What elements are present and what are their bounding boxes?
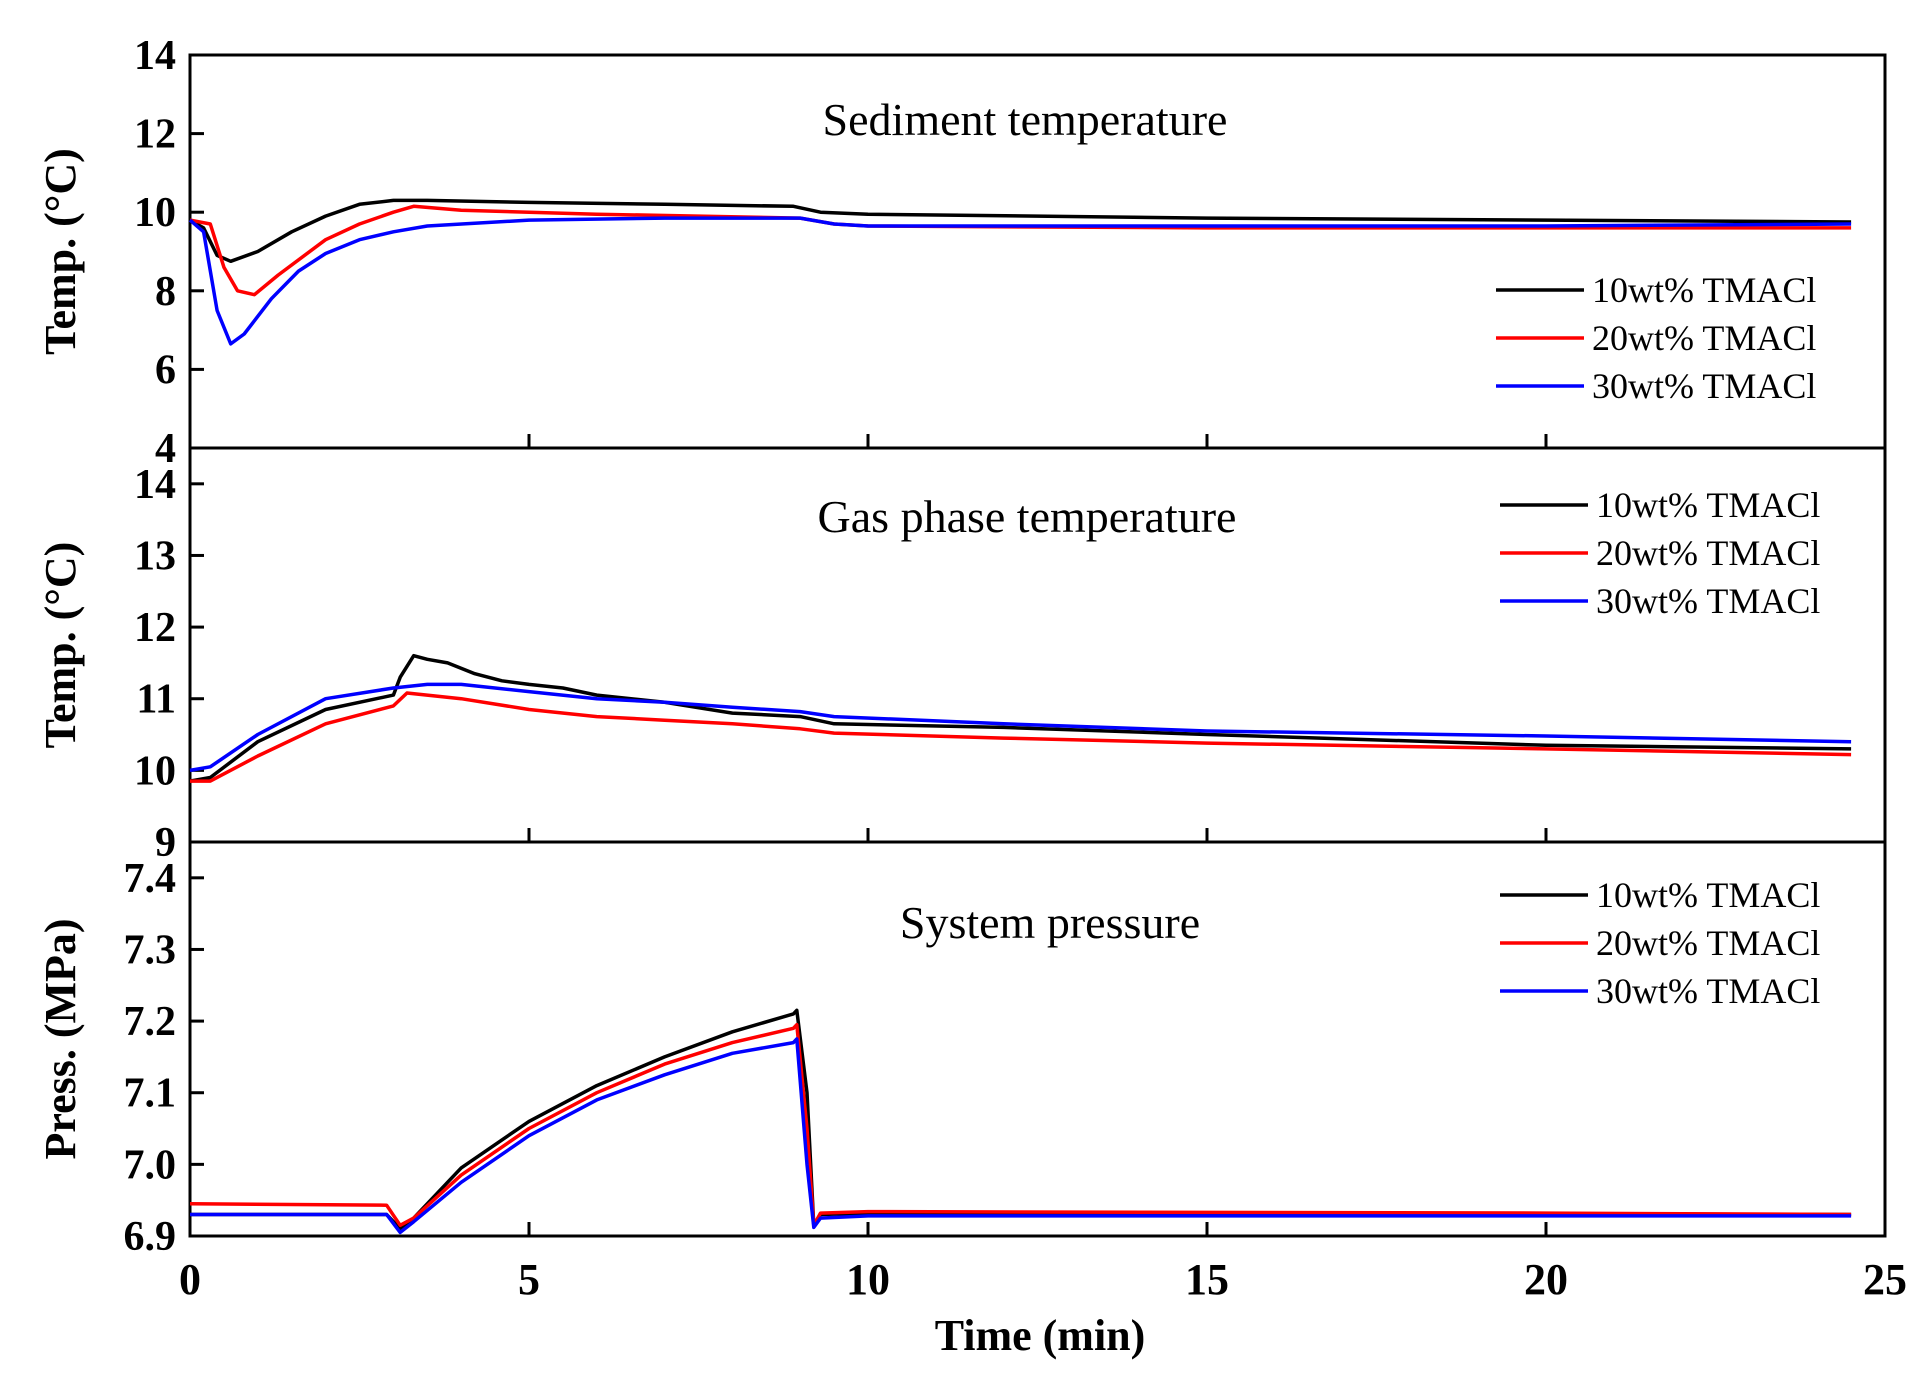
panel-3: 6.9 7.0 7.1 7.2 7.3 7.4 Press. (MPa) System pre… <box>36 840 1887 1260</box>
y-tick-label: 12 <box>134 605 176 651</box>
y-tick-label: 7.3 <box>124 927 177 973</box>
panel-title: System pressure <box>900 897 1200 948</box>
legend-label: 20wt% TMACl <box>1592 318 1816 358</box>
series-line-3 <box>188 216 1852 346</box>
y-tick-label: 4 <box>155 426 176 472</box>
x-tick-label: 10 <box>846 1255 890 1304</box>
y-tick-label: 8 <box>155 269 176 315</box>
x-tick-label: 5 <box>518 1255 540 1304</box>
x-axis-title: Time (min) <box>935 1311 1146 1360</box>
panel-1: 4 6 8 10 12 14 Temp. (°C) Sediment temperature 1… <box>36 33 1887 472</box>
x-tick-label: 15 <box>1185 1255 1229 1304</box>
y-tick-label: 14 <box>134 462 176 508</box>
y-tick-label: 10 <box>134 190 176 236</box>
y-tick-label: 12 <box>134 112 176 158</box>
series-line-1 <box>189 198 1852 264</box>
series-line-1 <box>189 653 1852 783</box>
series-line-2 <box>189 1022 1852 1228</box>
legend-label: 10wt% TMACl <box>1596 485 1820 525</box>
y-tick-label: 9 <box>155 820 176 866</box>
panel-title: Gas phase temperature <box>818 491 1237 542</box>
y-tick-label: 6.9 <box>124 1214 177 1260</box>
legend-label: 20wt% TMACl <box>1596 533 1820 573</box>
y-axis-title: Temp. (°C) <box>36 542 85 749</box>
legend-label: 20wt% TMACl <box>1596 923 1820 963</box>
y-tick-label: 7.2 <box>124 999 177 1045</box>
y-tick-label: 7.4 <box>124 856 177 902</box>
legend-label: 10wt% TMACl <box>1592 270 1816 310</box>
x-tick-label: 25 <box>1863 1255 1907 1304</box>
legend-label: 30wt% TMACl <box>1596 581 1820 621</box>
x-tick-label: 0 <box>179 1255 201 1304</box>
y-axis-title: Press. (MPa) <box>36 918 85 1159</box>
y-tick-label: 13 <box>134 533 176 579</box>
series-line-2 <box>190 691 1852 783</box>
y-tick-label: 7.0 <box>124 1142 177 1188</box>
legend-label: 30wt% TMACl <box>1592 366 1816 406</box>
panel-2: 9 10 11 12 13 14 Temp. (°C) Gas phase temperatu… <box>36 446 1887 866</box>
panel-title: Sediment temperature <box>823 94 1228 145</box>
y-tick-label: 14 <box>134 33 176 79</box>
series-line-3 <box>190 1037 1852 1235</box>
y-tick-label: 6 <box>155 347 176 393</box>
legend-label: 10wt% TMACl <box>1596 875 1820 915</box>
plot-frame <box>188 840 1887 1238</box>
legend-label: 30wt% TMACl <box>1596 971 1820 1011</box>
y-tick-label: 7.1 <box>124 1071 177 1117</box>
y-tick-label: 11 <box>136 677 176 723</box>
x-tick-label: 20 <box>1524 1255 1568 1304</box>
series-line-3 <box>189 682 1852 773</box>
y-tick-label: 10 <box>134 748 176 794</box>
y-axis-title: Temp. (°C) <box>36 148 85 355</box>
